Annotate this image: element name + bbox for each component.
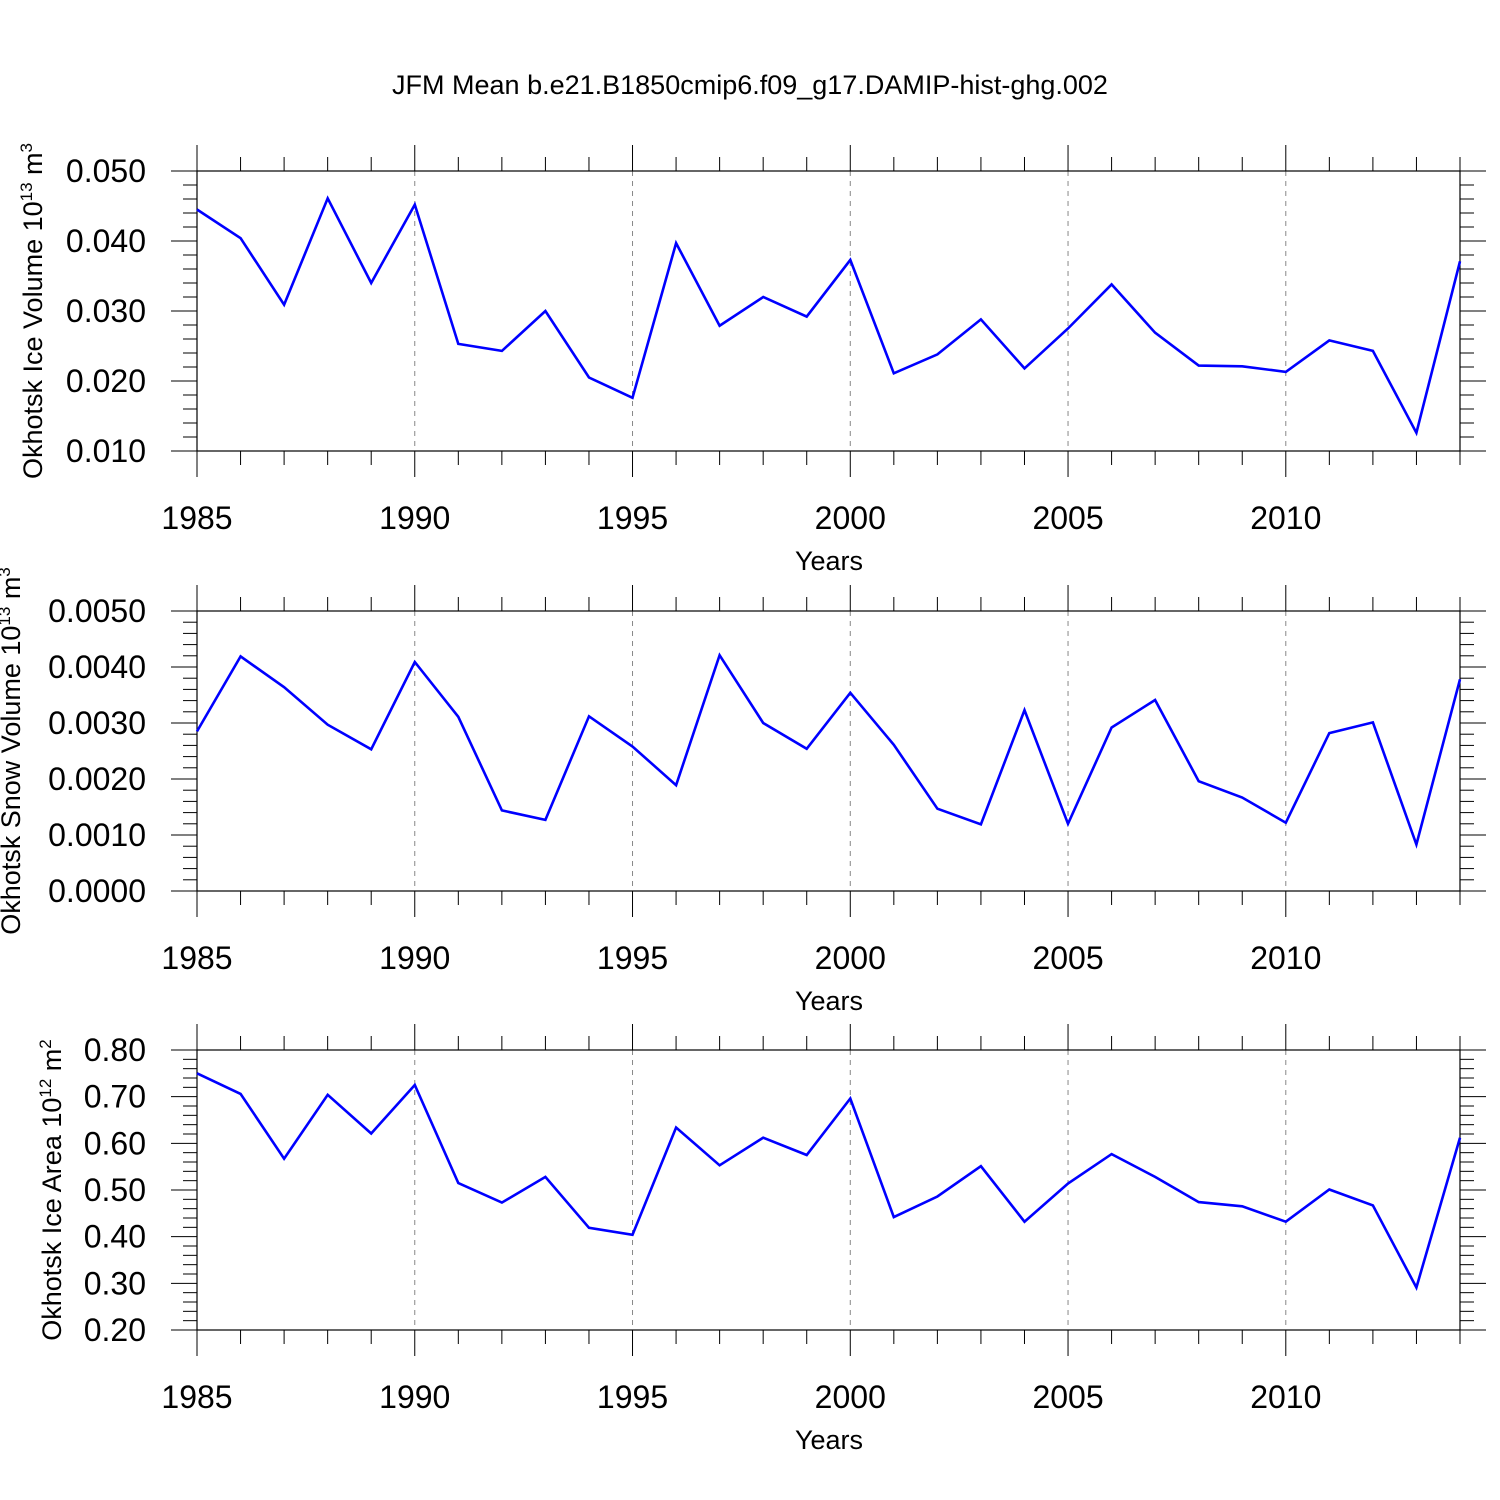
y-tick-label: 0.30	[84, 1265, 146, 1301]
y-axis-label-unit: m	[0, 577, 26, 607]
x-axis-label: Years	[795, 986, 863, 1016]
y-axis-label-exponent: 13	[17, 182, 36, 201]
x-tick-label: 1990	[379, 500, 450, 536]
y-tick-label: 0.60	[84, 1125, 146, 1161]
x-tick-label: 1995	[597, 1379, 668, 1415]
x-tick-label: 1985	[161, 500, 232, 536]
y-tick-label: 0.0040	[48, 649, 146, 685]
x-tick-label: 2010	[1250, 500, 1321, 536]
y-tick-label: 0.030	[66, 293, 146, 329]
figure-title: JFM Mean b.e21.B1850cmip6.f09_g17.DAMIP-…	[392, 70, 1108, 100]
x-axis-label: Years	[795, 546, 863, 576]
x-tick-label: 2005	[1032, 500, 1103, 536]
x-tick-label: 1990	[379, 1379, 450, 1415]
y-axis-label-unit-exponent: 3	[17, 143, 36, 152]
y-tick-label: 0.20	[84, 1312, 146, 1348]
y-axis-label-unit-exponent: 3	[0, 567, 14, 576]
y-tick-label: 0.0000	[48, 873, 146, 909]
y-tick-label: 0.0030	[48, 705, 146, 741]
y-axis-label: Okhotsk Ice Area 1012 m2	[36, 1039, 67, 1341]
y-axis-label-text: Okhotsk Snow Volume 10	[0, 626, 26, 935]
y-tick-label: 0.70	[84, 1079, 146, 1115]
y-axis-label-unit-exponent: 2	[36, 1039, 55, 1048]
x-tick-label: 2005	[1032, 1379, 1103, 1415]
y-tick-label: 0.50	[84, 1172, 146, 1208]
x-tick-label: 1985	[161, 1379, 232, 1415]
plot-frame	[196, 1049, 1461, 1331]
ice-area-panel: 0.20 0.30 0.40 0.50 0.60 0.70 0.80 1985 1990 1995…	[36, 1024, 1486, 1455]
y-axis-label-exponent: 13	[0, 607, 14, 626]
y-axis-label: Okhotsk Ice Volume 1013 m3	[17, 143, 48, 479]
series-line	[196, 1072, 1462, 1291]
y-tick-label: 0.020	[66, 363, 146, 399]
y-tick-label: 0.0050	[48, 593, 146, 629]
ice-volume-panel: 0.010 0.020 0.030 0.040 0.050 1985 1990 1995 200…	[17, 143, 1486, 576]
series-line	[195, 652, 1462, 849]
y-axis-label-unit: m	[18, 152, 48, 182]
x-tick-label: 2005	[1032, 940, 1103, 976]
x-tick-label: 2010	[1250, 940, 1321, 976]
y-tick-label: 0.010	[66, 433, 146, 469]
x-tick-label: 2000	[815, 940, 886, 976]
plot-frame	[196, 610, 1461, 892]
y-tick-label: 0.40	[84, 1219, 146, 1255]
x-tick-label: 2000	[815, 500, 886, 536]
snow-volume-panel: 0.0000 0.0010 0.0020 0.0030 0.0040 0.0050 1985…	[0, 567, 1486, 1016]
x-tick-label: 1990	[379, 940, 450, 976]
y-tick-label: 0.040	[66, 223, 146, 259]
y-axis-label-text: Okhotsk Ice Area 10	[37, 1098, 67, 1341]
x-tick-label: 2010	[1250, 1379, 1321, 1415]
y-axis-label-exponent: 12	[36, 1079, 55, 1098]
y-axis-label-unit: m	[37, 1049, 67, 1079]
y-axis-label-text: Okhotsk Ice Volume 10	[18, 201, 48, 479]
x-axis-label: Years	[795, 1425, 863, 1455]
x-tick-label: 1995	[597, 500, 668, 536]
y-tick-label: 0.0010	[48, 817, 146, 853]
x-tick-label: 1985	[161, 940, 232, 976]
y-tick-label: 0.0020	[48, 761, 146, 797]
y-tick-label: 0.80	[84, 1032, 146, 1068]
x-tick-label: 1995	[597, 940, 668, 976]
x-tick-label: 2000	[815, 1379, 886, 1415]
plot-frame	[196, 170, 1461, 452]
y-axis-label: Okhotsk Snow Volume 1013 m3	[0, 567, 26, 935]
y-tick-label: 0.050	[66, 153, 146, 189]
series-line	[196, 195, 1462, 437]
